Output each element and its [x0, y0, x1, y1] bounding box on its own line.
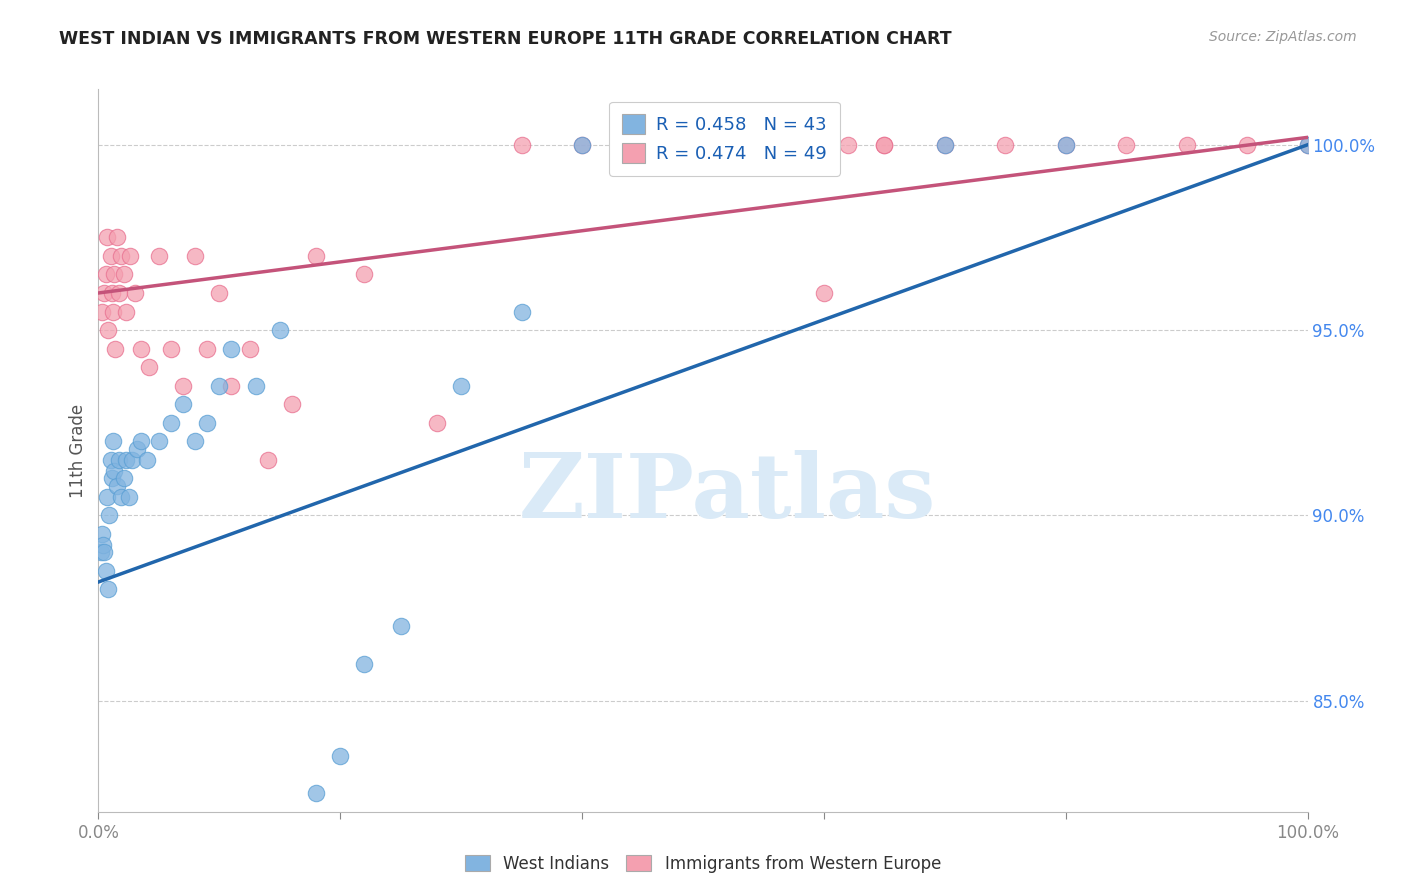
Point — [389, 619, 412, 633]
Point — [873, 137, 896, 152]
Point — [1115, 137, 1137, 152]
Point — [426, 416, 449, 430]
Text: ZIPatlas: ZIPatlas — [519, 450, 936, 537]
Point — [104, 342, 127, 356]
Point — [692, 137, 714, 152]
Point — [97, 323, 120, 337]
Point — [129, 434, 152, 449]
Text: Source: ZipAtlas.com: Source: ZipAtlas.com — [1209, 30, 1357, 45]
Point — [510, 137, 533, 152]
Point — [1296, 137, 1319, 152]
Point — [1236, 137, 1258, 152]
Point — [96, 230, 118, 244]
Point — [195, 342, 218, 356]
Point — [101, 304, 124, 318]
Point — [813, 285, 835, 300]
Point — [934, 137, 956, 152]
Point — [813, 137, 835, 152]
Point — [1054, 137, 1077, 152]
Point — [172, 397, 194, 411]
Point — [105, 478, 128, 492]
Point — [94, 564, 117, 578]
Point — [94, 268, 117, 282]
Point — [93, 285, 115, 300]
Y-axis label: 11th Grade: 11th Grade — [69, 403, 87, 498]
Point — [873, 137, 896, 152]
Point — [305, 249, 328, 263]
Point — [103, 268, 125, 282]
Point — [100, 471, 122, 485]
Point — [101, 434, 124, 449]
Point — [631, 137, 654, 152]
Point — [184, 249, 207, 263]
Point — [148, 434, 170, 449]
Point — [118, 490, 141, 504]
Point — [208, 378, 231, 392]
Point — [100, 249, 122, 263]
Point — [105, 230, 128, 244]
Point — [135, 452, 157, 467]
Point — [1054, 137, 1077, 152]
Point — [221, 342, 243, 356]
Point — [160, 416, 183, 430]
Point — [90, 545, 112, 559]
Point — [353, 657, 375, 671]
Point — [450, 378, 472, 392]
Point — [112, 471, 135, 485]
Point — [115, 304, 138, 318]
Point — [100, 285, 122, 300]
Point — [813, 137, 835, 152]
Point — [108, 452, 131, 467]
Point — [692, 137, 714, 152]
Point — [91, 538, 114, 552]
Point — [239, 342, 262, 356]
Point — [121, 452, 143, 467]
Point — [184, 434, 207, 449]
Point — [129, 342, 152, 356]
Point — [112, 268, 135, 282]
Point — [837, 137, 859, 152]
Point — [994, 137, 1017, 152]
Point — [100, 452, 122, 467]
Point — [353, 268, 375, 282]
Point — [108, 285, 131, 300]
Legend: R = 0.458   N = 43, R = 0.474   N = 49: R = 0.458 N = 43, R = 0.474 N = 49 — [609, 102, 839, 176]
Point — [91, 304, 114, 318]
Point — [571, 137, 593, 152]
Point — [195, 416, 218, 430]
Point — [256, 452, 278, 467]
Point — [110, 249, 132, 263]
Point — [98, 508, 121, 523]
Point — [245, 378, 267, 392]
Point — [305, 786, 328, 800]
Point — [329, 749, 352, 764]
Point — [148, 249, 170, 263]
Point — [269, 323, 291, 337]
Point — [281, 397, 304, 411]
Point — [115, 452, 138, 467]
Point — [1296, 137, 1319, 152]
Point — [96, 490, 118, 504]
Point — [124, 285, 146, 300]
Point — [93, 545, 115, 559]
Point — [103, 464, 125, 478]
Point — [91, 526, 114, 541]
Legend: West Indians, Immigrants from Western Europe: West Indians, Immigrants from Western Eu… — [458, 848, 948, 880]
Point — [221, 378, 243, 392]
Point — [934, 137, 956, 152]
Point — [97, 582, 120, 597]
Point — [1175, 137, 1198, 152]
Point — [160, 342, 183, 356]
Point — [138, 360, 160, 375]
Point — [571, 137, 593, 152]
Point — [752, 137, 775, 152]
Point — [118, 249, 141, 263]
Point — [127, 442, 149, 456]
Point — [172, 378, 194, 392]
Point — [510, 304, 533, 318]
Point — [208, 285, 231, 300]
Text: WEST INDIAN VS IMMIGRANTS FROM WESTERN EUROPE 11TH GRADE CORRELATION CHART: WEST INDIAN VS IMMIGRANTS FROM WESTERN E… — [59, 30, 952, 48]
Point — [110, 490, 132, 504]
